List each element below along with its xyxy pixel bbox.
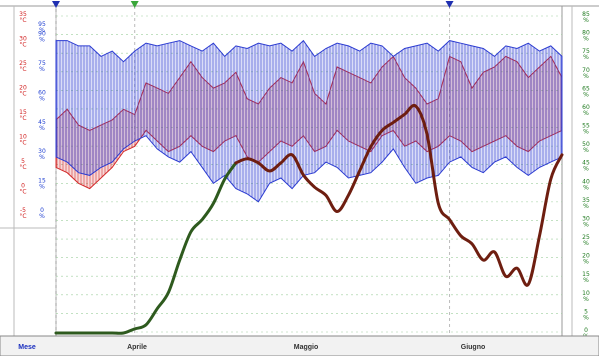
- soil-line-upper: [234, 103, 564, 287]
- temp-tick-unit: °C: [19, 17, 26, 24]
- humidity-band: [55, 39, 563, 203]
- temp-tick-label: 30: [19, 36, 27, 43]
- right-tick-unit: %: [583, 221, 589, 228]
- right-tick-unit: %: [583, 110, 589, 117]
- right-tick-unit: %: [583, 314, 589, 321]
- right-tick-label: 45: [582, 160, 590, 167]
- humidity-tick-label: 60: [38, 89, 46, 96]
- humidity-tick-label: 15: [38, 178, 46, 185]
- right-tick-label: 60: [582, 104, 590, 111]
- temp-tick-unit: °C: [19, 213, 26, 220]
- right-tick-unit: %: [583, 147, 589, 154]
- temp-tick-label: 0: [21, 183, 25, 190]
- temp-tick-label: 5: [21, 158, 25, 165]
- left-humidity-axis: 0%15%30%45%60%75%90%95%: [38, 21, 46, 220]
- temp-tick-unit: °C: [19, 66, 26, 73]
- right-tick-label: 75: [582, 48, 590, 55]
- right-tick-unit: %: [583, 240, 589, 247]
- right-tick-unit: %: [583, 17, 589, 24]
- month-label-giugno: Giugno: [461, 344, 486, 351]
- humidity-tick-unit: %: [39, 125, 45, 132]
- humidity-tick-label: 0: [40, 207, 44, 214]
- temp-tick-label: 15: [19, 109, 27, 116]
- right-tick-unit: %: [583, 259, 589, 266]
- right-tick-unit: %: [583, 166, 589, 173]
- right-tick-unit: %: [583, 36, 589, 43]
- humidity-tick-unit: %: [39, 27, 45, 34]
- right-tick-unit: %: [583, 277, 589, 284]
- right-tick-unit: %: [583, 129, 589, 136]
- temp-tick-label: 20: [19, 85, 27, 92]
- soil-line-lower: [54, 161, 238, 335]
- right-tick-label: 15: [582, 271, 590, 278]
- right-tick-label: 80: [582, 30, 590, 37]
- humidity-tick-unit: %: [39, 66, 45, 73]
- footer-label-mese: Mese: [18, 344, 36, 351]
- right-soil-axis: 0%5%10%15%20%25%30%35%40%45%50%55%60%65%…: [582, 11, 590, 340]
- month-footer: Mese Aprile Maggio Giugno: [0, 335, 599, 356]
- date-marker-icon: [130, 1, 139, 8]
- humidity-tick-label: 45: [38, 119, 46, 126]
- humidity-tick-label: 90: [38, 31, 46, 38]
- right-tick-label: 50: [582, 141, 590, 148]
- right-tick-unit: %: [583, 296, 589, 303]
- date-marker-icon: [445, 1, 454, 8]
- right-tick-label: 5: [584, 308, 588, 315]
- temp-tick-label: 25: [19, 60, 27, 67]
- temp-tick-unit: °C: [19, 189, 26, 196]
- right-tick-label: 55: [582, 123, 590, 130]
- temp-tick-unit: °C: [19, 164, 26, 171]
- right-tick-label: 30: [582, 215, 590, 222]
- temp-tick-unit: °C: [19, 91, 26, 98]
- right-tick-label: 65: [582, 85, 590, 92]
- month-label-maggio: Maggio: [294, 344, 319, 351]
- humidity-tick-label: 95: [38, 21, 46, 28]
- right-tick-label: 40: [582, 178, 590, 185]
- right-tick-unit: %: [583, 54, 589, 61]
- humidity-tick-unit: %: [39, 184, 45, 191]
- right-tick-label: 20: [582, 253, 590, 260]
- right-tick-label: 10: [582, 290, 590, 297]
- left-temperature-axis: -5°C0°C5°C10°C15°C20°C25°C30°C35°C: [19, 11, 27, 220]
- humidity-tick-label: 75: [38, 60, 46, 67]
- temp-tick-label: 10: [19, 134, 27, 141]
- temp-tick-label: 35: [19, 11, 27, 18]
- right-tick-label: 35: [582, 197, 590, 204]
- right-tick-unit: %: [583, 91, 589, 98]
- right-tick-label: 70: [582, 67, 590, 74]
- right-tick-label: 0: [584, 327, 588, 334]
- month-label-aprile: Aprile: [127, 344, 147, 351]
- humidity-tick-unit: %: [39, 213, 45, 220]
- temp-tick-label: -5: [20, 207, 26, 214]
- humidity-tick-unit: %: [39, 154, 45, 161]
- humidity-tick-label: 30: [38, 148, 46, 155]
- right-tick-label: 25: [582, 234, 590, 241]
- temp-tick-unit: °C: [19, 140, 26, 147]
- temp-tick-unit: °C: [19, 115, 26, 122]
- right-tick-unit: %: [583, 73, 589, 80]
- humidity-tick-unit: %: [39, 95, 45, 102]
- right-tick-unit: %: [583, 184, 589, 191]
- soil-moisture-line: [54, 103, 564, 335]
- temp-tick-unit: °C: [19, 42, 26, 49]
- footer-bar: [0, 335, 599, 356]
- humidity-tick-unit: %: [39, 37, 45, 44]
- right-tick-unit: %: [583, 203, 589, 210]
- right-tick-label: 85: [582, 11, 590, 18]
- date-markers: [52, 1, 454, 8]
- date-marker-icon: [52, 1, 60, 8]
